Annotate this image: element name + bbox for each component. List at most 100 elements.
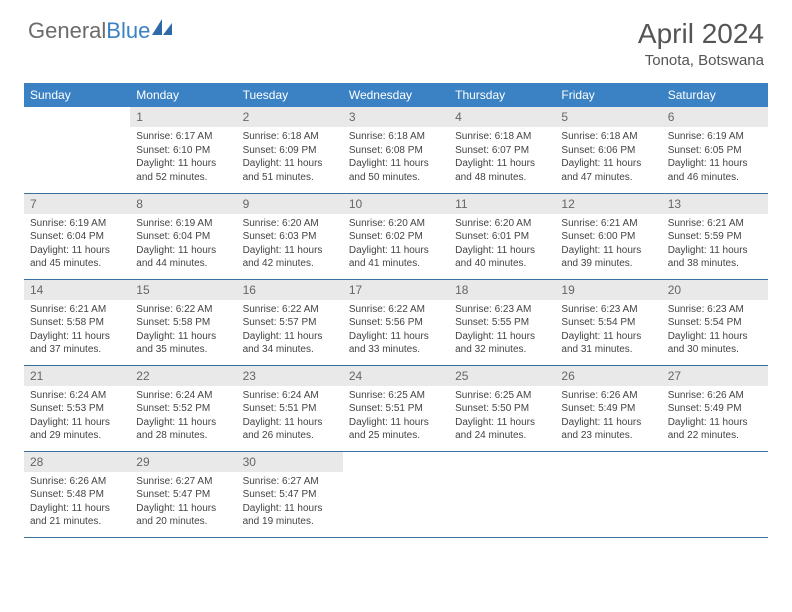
sunset-line: Sunset: 6:06 PM [561,144,655,158]
calendar-week-row: 28Sunrise: 6:26 AMSunset: 5:48 PMDayligh… [24,451,768,537]
weekday-header: Thursday [449,83,555,107]
day2-line: and 20 minutes. [136,515,230,529]
title-block: April 2024 Tonota, Botswana [638,18,764,69]
sunrise-line: Sunrise: 6:21 AM [561,217,655,231]
brand-part2: Blue [106,18,150,43]
day1-line: Daylight: 11 hours [136,416,230,430]
calendar-day-cell: 26Sunrise: 6:26 AMSunset: 5:49 PMDayligh… [555,365,661,451]
day1-line: Daylight: 11 hours [455,330,549,344]
day-number: 2 [237,107,343,127]
sunrise-line: Sunrise: 6:24 AM [30,389,124,403]
sunrise-line: Sunrise: 6:25 AM [455,389,549,403]
day2-line: and 35 minutes. [136,343,230,357]
header: GeneralBlue April 2024 Tonota, Botswana [0,0,792,77]
day2-line: and 41 minutes. [349,257,443,271]
day-content: Sunrise: 6:24 AMSunset: 5:53 PMDaylight:… [24,386,130,449]
day2-line: and 48 minutes. [455,171,549,185]
calendar-week-row: 21Sunrise: 6:24 AMSunset: 5:53 PMDayligh… [24,365,768,451]
calendar-day-cell: 2Sunrise: 6:18 AMSunset: 6:09 PMDaylight… [237,107,343,193]
day-number: 5 [555,107,661,127]
calendar-day-cell: 30Sunrise: 6:27 AMSunset: 5:47 PMDayligh… [237,451,343,537]
sunset-line: Sunset: 5:49 PM [668,402,762,416]
calendar-day-cell [24,107,130,193]
day2-line: and 24 minutes. [455,429,549,443]
day1-line: Daylight: 11 hours [561,157,655,171]
day1-line: Daylight: 11 hours [30,416,124,430]
day1-line: Daylight: 11 hours [349,330,443,344]
sunrise-line: Sunrise: 6:17 AM [136,130,230,144]
sunrise-line: Sunrise: 6:18 AM [561,130,655,144]
sunset-line: Sunset: 5:54 PM [561,316,655,330]
day-number: 26 [555,366,661,386]
day-number: 29 [130,452,236,472]
sunset-line: Sunset: 6:07 PM [455,144,549,158]
day-number: 24 [343,366,449,386]
calendar-day-cell: 8Sunrise: 6:19 AMSunset: 6:04 PMDaylight… [130,193,236,279]
calendar-day-cell: 28Sunrise: 6:26 AMSunset: 5:48 PMDayligh… [24,451,130,537]
sunrise-line: Sunrise: 6:25 AM [349,389,443,403]
day-content: Sunrise: 6:19 AMSunset: 6:04 PMDaylight:… [130,214,236,277]
calendar-day-cell: 24Sunrise: 6:25 AMSunset: 5:51 PMDayligh… [343,365,449,451]
day-content: Sunrise: 6:20 AMSunset: 6:03 PMDaylight:… [237,214,343,277]
day1-line: Daylight: 11 hours [668,244,762,258]
day-number: 8 [130,194,236,214]
day-content: Sunrise: 6:24 AMSunset: 5:51 PMDaylight:… [237,386,343,449]
day2-line: and 42 minutes. [243,257,337,271]
sunrise-line: Sunrise: 6:23 AM [561,303,655,317]
day1-line: Daylight: 11 hours [243,502,337,516]
calendar-day-cell: 9Sunrise: 6:20 AMSunset: 6:03 PMDaylight… [237,193,343,279]
sunrise-line: Sunrise: 6:20 AM [243,217,337,231]
day-content: Sunrise: 6:26 AMSunset: 5:48 PMDaylight:… [24,472,130,535]
day-number: 15 [130,280,236,300]
day-content: Sunrise: 6:18 AMSunset: 6:07 PMDaylight:… [449,127,555,190]
day1-line: Daylight: 11 hours [561,330,655,344]
calendar-day-cell: 14Sunrise: 6:21 AMSunset: 5:58 PMDayligh… [24,279,130,365]
sunrise-line: Sunrise: 6:26 AM [668,389,762,403]
calendar-day-cell: 22Sunrise: 6:24 AMSunset: 5:52 PMDayligh… [130,365,236,451]
weekday-header: Wednesday [343,83,449,107]
calendar-week-row: 14Sunrise: 6:21 AMSunset: 5:58 PMDayligh… [24,279,768,365]
calendar-day-cell: 16Sunrise: 6:22 AMSunset: 5:57 PMDayligh… [237,279,343,365]
day-number: 28 [24,452,130,472]
sunset-line: Sunset: 6:08 PM [349,144,443,158]
sunset-line: Sunset: 5:48 PM [30,488,124,502]
calendar-day-cell: 20Sunrise: 6:23 AMSunset: 5:54 PMDayligh… [662,279,768,365]
day1-line: Daylight: 11 hours [455,416,549,430]
day2-line: and 33 minutes. [349,343,443,357]
calendar-day-cell [662,451,768,537]
brand-logo: GeneralBlue [28,18,172,44]
calendar-day-cell: 3Sunrise: 6:18 AMSunset: 6:08 PMDaylight… [343,107,449,193]
calendar-day-cell: 12Sunrise: 6:21 AMSunset: 6:00 PMDayligh… [555,193,661,279]
day-number: 20 [662,280,768,300]
day1-line: Daylight: 11 hours [668,330,762,344]
day2-line: and 28 minutes. [136,429,230,443]
sunset-line: Sunset: 6:05 PM [668,144,762,158]
day-number: 4 [449,107,555,127]
day1-line: Daylight: 11 hours [136,157,230,171]
sunset-line: Sunset: 6:02 PM [349,230,443,244]
sunset-line: Sunset: 5:51 PM [243,402,337,416]
day1-line: Daylight: 11 hours [455,157,549,171]
sunrise-line: Sunrise: 6:18 AM [455,130,549,144]
day1-line: Daylight: 11 hours [561,244,655,258]
sunset-line: Sunset: 5:58 PM [30,316,124,330]
day-content: Sunrise: 6:23 AMSunset: 5:54 PMDaylight:… [555,300,661,363]
sunrise-line: Sunrise: 6:27 AM [136,475,230,489]
day-number: 16 [237,280,343,300]
calendar-day-cell: 6Sunrise: 6:19 AMSunset: 6:05 PMDaylight… [662,107,768,193]
day-number: 30 [237,452,343,472]
day2-line: and 22 minutes. [668,429,762,443]
weekday-header: Monday [130,83,236,107]
calendar-day-cell [343,451,449,537]
day1-line: Daylight: 11 hours [455,244,549,258]
day1-line: Daylight: 11 hours [349,157,443,171]
day1-line: Daylight: 11 hours [561,416,655,430]
sunset-line: Sunset: 5:57 PM [243,316,337,330]
day-content: Sunrise: 6:18 AMSunset: 6:09 PMDaylight:… [237,127,343,190]
day2-line: and 50 minutes. [349,171,443,185]
day1-line: Daylight: 11 hours [136,502,230,516]
day2-line: and 31 minutes. [561,343,655,357]
sunset-line: Sunset: 6:04 PM [30,230,124,244]
calendar-day-cell: 19Sunrise: 6:23 AMSunset: 5:54 PMDayligh… [555,279,661,365]
sunset-line: Sunset: 6:00 PM [561,230,655,244]
